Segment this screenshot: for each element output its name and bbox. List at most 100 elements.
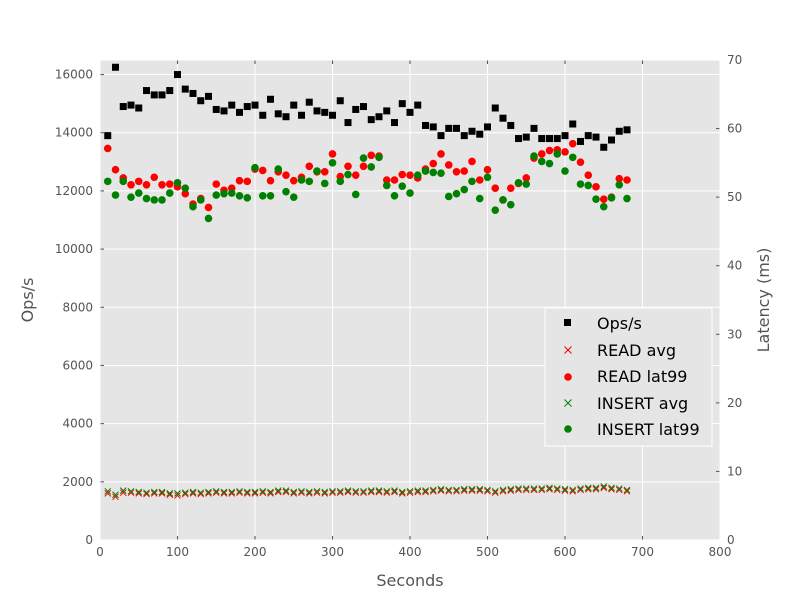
read-avg-point (290, 490, 298, 497)
insert-avg-point (236, 487, 243, 495)
insert-lat99-point (537, 157, 546, 166)
legend-box (544, 307, 713, 447)
insert-avg-point (321, 488, 329, 496)
insert-avg-point (530, 485, 538, 492)
read-avg-point (584, 485, 592, 493)
read-avg-point (174, 492, 181, 499)
insert-lat99-point (181, 184, 190, 193)
read-avg-point (313, 489, 321, 497)
ops-s-point (507, 121, 515, 129)
ops-s-point (429, 123, 437, 131)
read-lat99-point (452, 167, 461, 176)
insert-avg-point (282, 487, 290, 494)
insert-avg-point (212, 487, 220, 495)
insert-lat99-point (406, 189, 414, 197)
insert-lat99-point (336, 177, 345, 186)
y-axis-title: Ops/s (18, 278, 37, 323)
ops-s-point (367, 116, 375, 124)
ops-s-point (228, 101, 236, 109)
insert-avg-point (104, 487, 112, 495)
read-avg-point (243, 490, 251, 497)
ops-s-point (298, 111, 305, 119)
read-lat99-point (305, 162, 314, 171)
insert-avg-point (189, 488, 197, 496)
insert-avg-point (460, 485, 468, 493)
read-lat99-point (103, 144, 112, 153)
insert-avg-point (344, 487, 352, 494)
insert-lat99-point (468, 177, 476, 186)
legend-label-read-lat99: READ lat99 (597, 367, 687, 386)
insert-avg-point (577, 485, 584, 492)
insert-lat99-point (313, 167, 321, 175)
read-avg-point (336, 489, 344, 497)
read-lat99-point (460, 167, 469, 175)
insert-avg-point (367, 487, 375, 494)
insert-avg-point (259, 487, 267, 495)
legend-item-read-lat99: READ lat99 (564, 367, 687, 386)
y2-tick-label: 30 (727, 327, 742, 341)
read-lat99-point (599, 195, 608, 203)
read-avg-point (546, 485, 553, 493)
insert-avg-point (251, 488, 259, 496)
read-avg-point (112, 493, 119, 501)
read-lat99-point (328, 150, 337, 158)
ops-s-point (243, 103, 251, 111)
insert-avg-point (135, 488, 143, 496)
x-tick-label: 200 (244, 545, 267, 559)
ops-s-point (445, 124, 453, 132)
read-avg-point (577, 486, 584, 494)
y2-tick-label: 40 (727, 259, 742, 273)
series-read-avg (104, 484, 631, 501)
y-tick-label: 6000 (62, 358, 93, 372)
x-tick-label: 300 (321, 545, 344, 559)
insert-lat99-point (243, 194, 252, 202)
read-avg-point (437, 487, 445, 494)
insert-lat99-point (506, 200, 515, 209)
insert-lat99-point (545, 159, 554, 168)
read-lat99-point (537, 150, 546, 158)
read-lat99-point (150, 173, 159, 182)
insert-lat99-point (165, 189, 174, 197)
read-lat99-point (592, 183, 600, 191)
ops-s-point (259, 111, 267, 119)
ops-s-point (406, 108, 414, 116)
legend-marker-insert-lat99 (564, 425, 572, 433)
insert-lat99-point (196, 196, 205, 204)
insert-lat99-point (134, 189, 143, 197)
insert-lat99-point (561, 167, 569, 175)
read-lat99-point (584, 171, 593, 179)
ops-s-point (398, 100, 406, 108)
read-avg-point (569, 487, 577, 495)
insert-lat99-point (282, 187, 290, 196)
insert-avg-point (391, 487, 398, 494)
read-avg-point (445, 487, 453, 495)
insert-avg-point (329, 487, 336, 495)
insert-lat99-point (437, 169, 445, 177)
ops-s-point (553, 135, 561, 143)
legend: Ops/s READ avg READ lat99 INSERT avg INS… (544, 307, 713, 447)
read-lat99-point (506, 184, 515, 193)
insert-lat99-point (266, 191, 275, 200)
read-avg-point (538, 486, 546, 494)
insert-lat99-point (220, 189, 228, 198)
insert-avg-point (491, 487, 499, 495)
insert-lat99-point (173, 178, 182, 187)
ops-s-point (538, 135, 546, 143)
insert-avg-point (546, 484, 553, 492)
read-avg-point (460, 487, 468, 494)
x-axis-title: Seconds (376, 571, 443, 590)
insert-lat99-point (382, 181, 391, 190)
insert-lat99-point (227, 189, 236, 197)
insert-avg-point (375, 487, 383, 494)
insert-avg-point (158, 488, 166, 496)
ops-s-point (352, 105, 360, 113)
read-avg-point (608, 485, 615, 493)
axes: 0 100 200 300 400 500 600 700 800020004000600080… (55, 53, 742, 559)
legend-marker-read-lat99 (564, 373, 572, 381)
insert-avg-point (569, 486, 577, 494)
insert-lat99-point (274, 165, 283, 173)
read-lat99-point (359, 162, 368, 171)
insert-lat99-point (413, 171, 422, 179)
insert-avg-point (398, 488, 406, 496)
insert-lat99-point (592, 195, 600, 203)
